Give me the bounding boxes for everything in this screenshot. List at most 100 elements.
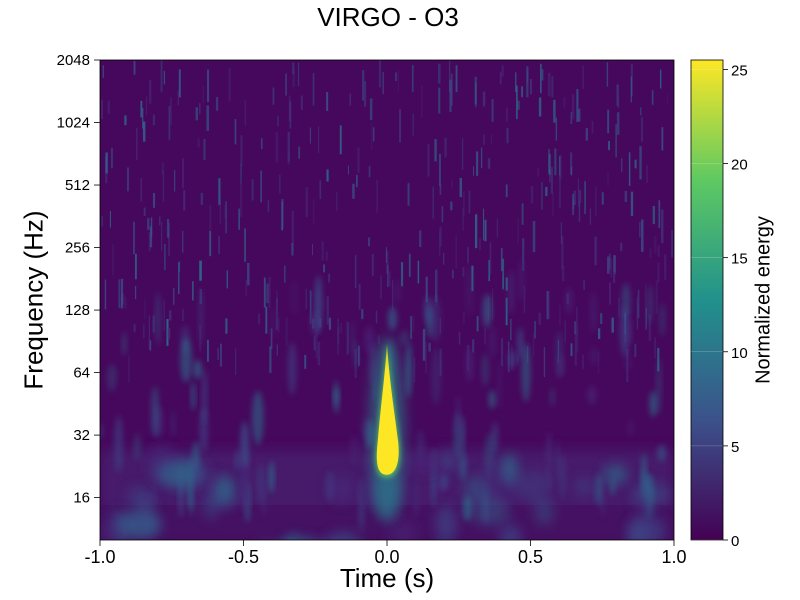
noise-streak bbox=[646, 164, 648, 183]
noise-streak bbox=[434, 139, 437, 162]
noise-streak bbox=[199, 260, 202, 281]
colorbar-tick-label: 20 bbox=[731, 157, 748, 174]
noise-streak bbox=[312, 200, 315, 224]
noise-streak bbox=[291, 243, 294, 256]
noise-streak bbox=[616, 84, 619, 107]
noise-streak bbox=[135, 253, 137, 280]
noise-streak bbox=[372, 127, 375, 142]
noise-streak bbox=[392, 280, 394, 310]
noise-streak bbox=[364, 81, 367, 107]
noise-streak bbox=[639, 107, 642, 116]
noise-streak bbox=[661, 127, 664, 151]
noise-streak bbox=[550, 166, 553, 194]
noise-streak bbox=[651, 90, 654, 105]
minor-feature bbox=[251, 390, 264, 445]
x-tick-label: 0.5 bbox=[518, 547, 543, 567]
noise-streak bbox=[269, 346, 272, 373]
noise-haze bbox=[437, 448, 459, 473]
noise-streak bbox=[318, 126, 320, 153]
noise-streak bbox=[105, 152, 108, 174]
noise-blob bbox=[623, 353, 632, 371]
noise-streak bbox=[400, 262, 404, 287]
noise-streak bbox=[421, 85, 423, 118]
noise-streak bbox=[245, 279, 247, 296]
noise-streak bbox=[536, 167, 540, 177]
noise-haze bbox=[435, 504, 457, 540]
noise-streak bbox=[120, 278, 124, 309]
noise-streak bbox=[118, 279, 120, 309]
noise-streak bbox=[607, 109, 610, 134]
noise-streak bbox=[595, 186, 597, 216]
noise-haze bbox=[574, 476, 595, 497]
noise-streak bbox=[168, 310, 172, 321]
noise-streak bbox=[148, 315, 150, 350]
noise-streak bbox=[397, 69, 399, 92]
noise-streak bbox=[608, 282, 611, 305]
noise-streak bbox=[200, 192, 204, 206]
noise-haze bbox=[407, 452, 443, 475]
noise-blob bbox=[269, 307, 277, 338]
noise-streak bbox=[585, 128, 588, 141]
noise-streak bbox=[522, 238, 525, 271]
noise-streak bbox=[357, 147, 360, 173]
noise-streak bbox=[337, 327, 340, 355]
noise-streak bbox=[417, 260, 420, 284]
noise-streak bbox=[634, 343, 637, 357]
noise-streak bbox=[163, 70, 166, 85]
noise-streak bbox=[582, 354, 584, 369]
noise-blob bbox=[114, 415, 124, 474]
noise-streak bbox=[181, 308, 185, 322]
noise-streak bbox=[505, 297, 508, 326]
noise-streak bbox=[516, 355, 519, 366]
noise-streak bbox=[289, 101, 292, 129]
noise-streak bbox=[438, 153, 441, 187]
noise-streak bbox=[654, 337, 656, 359]
noise-streak bbox=[140, 100, 143, 118]
noise-blob bbox=[100, 423, 104, 440]
noise-streak bbox=[107, 100, 110, 114]
noise-blob bbox=[399, 330, 410, 346]
noise-streak bbox=[583, 279, 585, 290]
noise-streak bbox=[488, 259, 490, 282]
noise-streak bbox=[658, 200, 661, 228]
noise-streak bbox=[500, 338, 504, 367]
noise-streak bbox=[570, 166, 573, 176]
noise-blob bbox=[517, 327, 524, 361]
noise-streak bbox=[451, 179, 453, 189]
noise-streak bbox=[564, 320, 567, 343]
noise-streak bbox=[608, 141, 610, 151]
noise-blob bbox=[565, 287, 573, 315]
noise-blob bbox=[465, 265, 473, 316]
noise-streak bbox=[439, 226, 442, 247]
noise-streak bbox=[671, 230, 674, 258]
noise-streak bbox=[549, 169, 551, 183]
noise-blob bbox=[507, 269, 515, 315]
colorbar-tick-label: 15 bbox=[731, 251, 748, 268]
noise-streak bbox=[551, 76, 554, 98]
noise-streak bbox=[168, 222, 170, 257]
noise-streak bbox=[369, 98, 373, 121]
y-tick-label: 256 bbox=[65, 240, 90, 257]
noise-streak bbox=[472, 166, 475, 176]
noise-streak bbox=[606, 62, 609, 87]
noise-streak bbox=[412, 114, 414, 136]
noise-streak bbox=[657, 245, 660, 257]
noise-blob bbox=[595, 474, 603, 506]
noise-streak bbox=[578, 201, 581, 222]
noise-blob bbox=[290, 281, 298, 315]
noise-streak bbox=[425, 276, 428, 303]
y-tick-label: 64 bbox=[73, 365, 90, 382]
noise-streak bbox=[510, 318, 512, 341]
noise-streak bbox=[559, 155, 561, 177]
noise-blob bbox=[170, 411, 176, 438]
noise-streak bbox=[501, 65, 504, 77]
noise-streak bbox=[272, 87, 275, 105]
noise-streak bbox=[618, 298, 620, 318]
noise-streak bbox=[634, 159, 637, 169]
noise-streak bbox=[309, 127, 312, 144]
noise-streak bbox=[368, 237, 370, 247]
noise-streak bbox=[133, 60, 136, 75]
noise-streak bbox=[468, 190, 471, 214]
noise-streak bbox=[226, 270, 228, 289]
noise-streak bbox=[275, 298, 278, 330]
